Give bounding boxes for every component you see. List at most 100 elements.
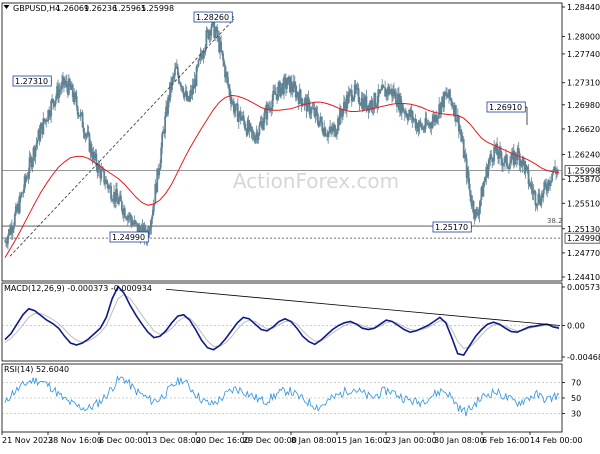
candle-body [208,31,211,39]
candle-body [240,118,243,121]
candle-body [211,19,214,27]
candle-body [489,154,492,160]
candle-body [463,154,466,158]
candle-body [521,157,524,167]
candle-body [304,98,307,100]
candle-body [265,108,268,120]
candle-body [378,89,381,94]
candle-body [134,220,137,223]
candle-body [256,132,259,140]
candle-body [162,131,165,134]
candle-body [34,146,37,157]
candle-body [125,217,128,220]
candle-body [299,89,302,99]
candle-body [97,164,100,173]
candle-body [213,20,216,38]
candle-body [487,164,490,177]
macd-tick-label: 0.00 [567,322,585,331]
candle-body [226,72,228,78]
candle-body [200,53,203,56]
candle-body [205,30,208,47]
candle-body [309,113,312,115]
candle-body [459,129,462,136]
candle-body [131,222,134,225]
candle-body [357,88,360,103]
candle-body [188,95,191,101]
candle-body [373,93,376,110]
candle-body [149,227,152,231]
candle-body [532,190,535,194]
candle-body [331,129,333,132]
candle-body [245,129,248,136]
candle-body [169,82,171,101]
candle-body [353,84,356,98]
candle-body [543,182,546,190]
candle-body [130,219,133,225]
annotation-box [486,101,526,113]
candle-body [66,87,69,95]
candle-body [478,206,481,216]
candle-body [272,90,275,101]
candle-body [80,112,83,114]
candle-body [168,97,170,101]
candle-body [182,92,185,98]
candle-body [350,90,353,102]
candle-body [176,67,179,75]
candle-body [467,171,470,184]
candle-body [420,124,423,129]
candle-body [106,180,109,185]
candle-body [295,91,298,98]
candle-body [507,166,509,168]
candle-body [127,216,130,217]
candle-body [402,110,405,112]
candle-body [530,183,533,189]
candle-body [494,146,497,151]
candle-body [329,127,332,133]
candle-body [390,88,392,92]
candle-body [120,195,122,202]
candle-body [465,158,468,178]
candle-body [20,192,23,197]
candle-body [477,214,480,216]
candle-body [441,96,444,102]
candle-body [448,89,450,98]
candle-body [115,189,117,203]
candle-body [427,123,430,126]
candle-body [75,96,78,107]
candle-body [209,31,212,36]
candle-body [482,185,485,197]
candle-body [330,127,333,130]
candle-body [181,86,184,93]
candle-body [132,222,135,224]
candle-body [527,169,530,185]
candle-body [289,81,292,93]
panel-frame [1,2,563,282]
candle-body [126,216,129,220]
candle-body [486,167,489,177]
candle-body [215,27,218,32]
candle-body [234,103,237,111]
candle-body [320,116,323,123]
candle-body [41,123,44,134]
candle-body [325,135,328,137]
candle-body [538,193,541,203]
candle-body [290,81,293,90]
candle-body [305,98,308,112]
candle-body [291,89,294,93]
candle-body [460,135,463,141]
candle-body [300,98,303,106]
candle-body [232,101,235,113]
candle-body [388,86,390,94]
candle-body [11,228,14,233]
candle-body [416,123,419,132]
candle-body [328,132,331,133]
candle-body [255,132,258,137]
candle-body [288,76,291,93]
candles [4,17,559,250]
rsi-tick-label: 30 [571,410,581,419]
candle-body [287,76,290,78]
time-tick-label: 14 Feb 00:00 [530,436,582,445]
candle-body [476,212,479,215]
candle-body [31,160,34,168]
candle-body [274,91,277,95]
